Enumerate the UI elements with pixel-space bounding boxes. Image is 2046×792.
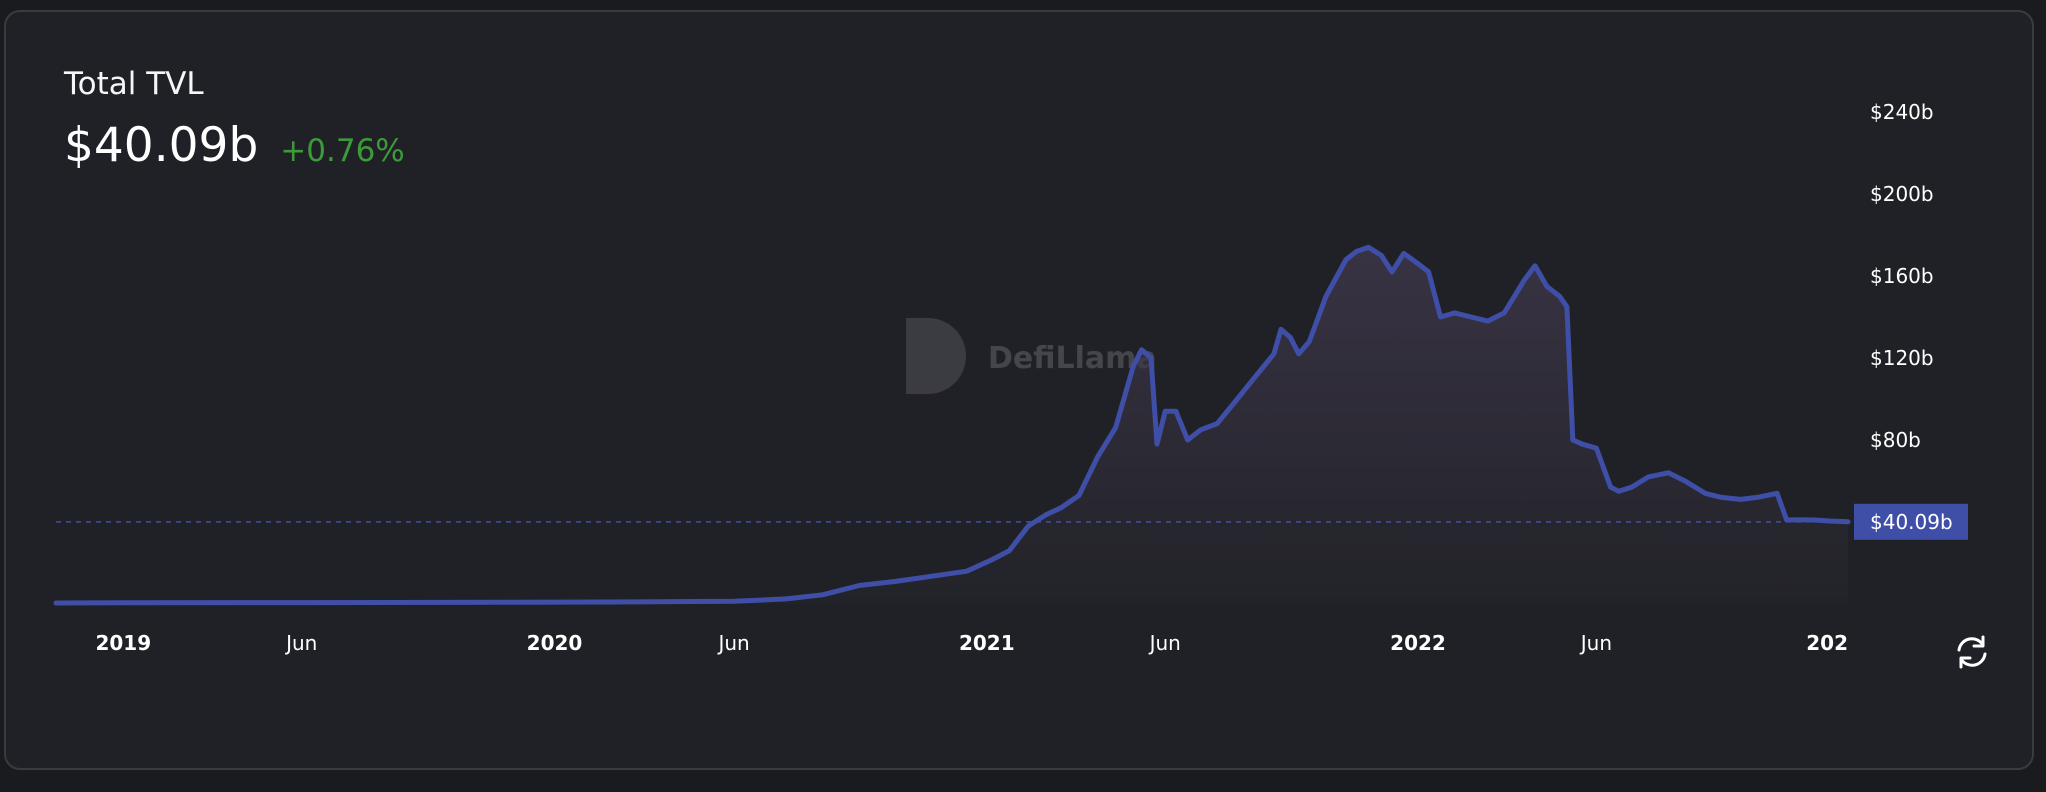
y-tick-label: $200b [1870,182,1934,206]
tvl-change-badge: +0.76% [280,133,405,169]
refresh-icon [1957,635,1987,669]
llama-icon [906,318,966,394]
tvl-value-row: $40.09b +0.76% [64,118,405,173]
x-tick-label: Jun [716,631,749,655]
current-value-badge [1854,503,1968,540]
x-tick-label: 2021 [959,631,1015,655]
refresh-button[interactable] [1950,630,1994,674]
chart-title: Total TVL [64,66,204,102]
y-tick-label: $240b [1870,100,1934,124]
x-tick-label: Jun [1148,631,1181,655]
watermark-logo: DefiLlama [906,318,1157,394]
x-tick-label: 2019 [95,631,151,655]
x-tick-label: 2022 [1390,631,1446,655]
series-line [53,244,1851,606]
y-tick-label: $120b [1870,346,1934,370]
tvl-area-chart[interactable]: DefiLlama $240b $200b $160b $120b $80b $40.09b… [6,12,2034,770]
y-tick-label: $160b [1870,264,1934,288]
series-area [56,247,1848,605]
x-tick-label: 202 [1806,631,1848,655]
tvl-value: $40.09b [64,118,259,173]
y-tick-label: $80b [1870,428,1921,452]
x-tick-label: Jun [284,631,317,655]
watermark-text: DefiLlama [988,341,1157,376]
current-value-label: $40.09b [1870,510,1953,534]
x-tick-label: Jun [1579,631,1612,655]
chart-card: Total TVL $40.09b +0.76% DefiLlama $240b $… [4,10,2034,770]
x-tick-label: 2020 [527,631,583,655]
